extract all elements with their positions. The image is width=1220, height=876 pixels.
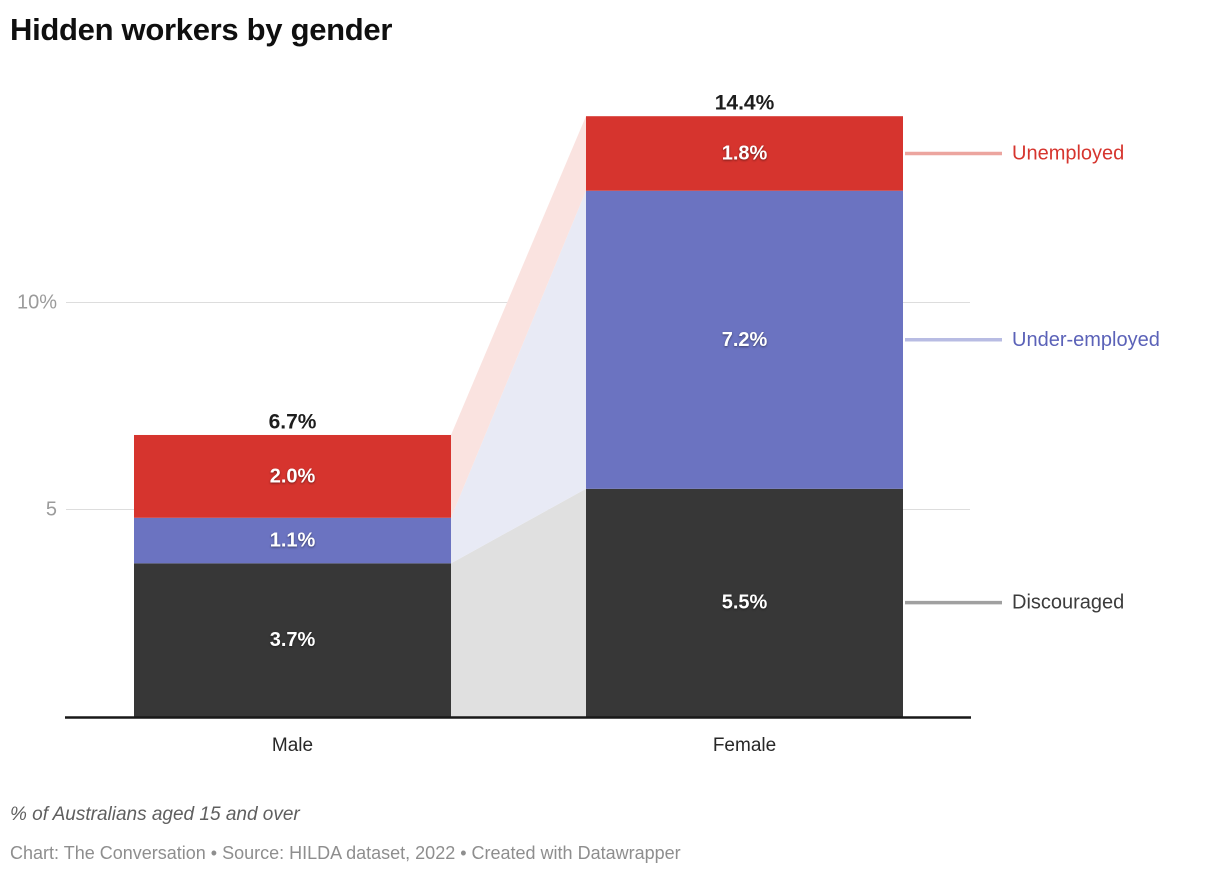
- chart-title: Hidden workers by gender: [10, 12, 393, 47]
- total-label-female: 14.4%: [715, 92, 775, 115]
- bar-segment-male-unemployed[interactable]: [134, 434, 451, 518]
- y-tick-label-10: 10%: [17, 292, 57, 314]
- bar-segment-male-discouraged[interactable]: [134, 563, 451, 717]
- bar-segment-male-under-employed[interactable]: [134, 517, 451, 564]
- connector-band-under-employed: [451, 190, 586, 564]
- bar-segment-label-female-unemployed: 1.8%: [722, 142, 768, 164]
- legend-label-unemployed: Unemployed: [1012, 142, 1124, 164]
- bar-segment-female-under-employed[interactable]: [586, 190, 903, 489]
- legend-label-discouraged: Discouraged: [1012, 592, 1124, 614]
- bar-segment-label-male-discouraged: 3.7%: [270, 629, 316, 651]
- bar-segment-label-male-unemployed: 2.0%: [270, 465, 316, 487]
- x-axis-label-male: Male: [272, 735, 313, 756]
- connector-band-discouraged: [451, 488, 586, 717]
- axis-unit-note: % of Australians aged 15 and over: [10, 804, 300, 825]
- total-label-male: 6.7%: [269, 410, 317, 433]
- chart-byline: Chart: The Conversation • Source: HILDA …: [10, 843, 681, 863]
- bar-segment-label-female-under-employed: 7.2%: [722, 329, 768, 351]
- bar-segment-female-unemployed[interactable]: [586, 116, 903, 191]
- legend-label-under-employed: Under-employed: [1012, 329, 1160, 351]
- connector-band-unemployed: [451, 116, 586, 518]
- bar-segment-female-discouraged[interactable]: [586, 488, 903, 717]
- x-axis-label-female: Female: [713, 735, 776, 756]
- bar-segment-label-male-under-employed: 1.1%: [270, 530, 316, 552]
- plot-area: 5 10% 3.7% 1.1% 2.0% 6.7% Male 5.5% 7.2% 1.8% 14.4…: [17, 92, 1160, 756]
- bar-segment-label-female-discouraged: 5.5%: [722, 592, 768, 614]
- y-tick-label-5: 5: [46, 499, 57, 521]
